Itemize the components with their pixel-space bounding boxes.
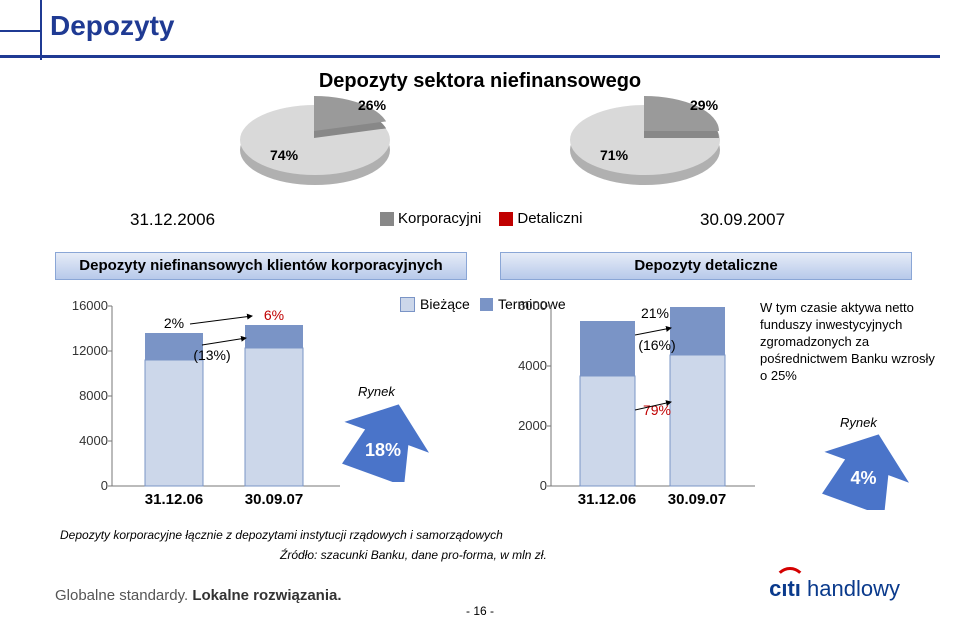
svg-text:21%: 21%	[641, 305, 669, 321]
svg-text:12000: 12000	[72, 343, 108, 358]
svg-text:0: 0	[540, 478, 547, 493]
footer-bold: Lokalne rozwiązania.	[192, 587, 341, 604]
svg-text:(13%): (13%)	[193, 347, 230, 363]
bar-chart-det: 0 2000 4000 6000 21% (16%) 79% 31.12.06 …	[505, 290, 735, 500]
market-arrow-value: 18%	[353, 440, 413, 461]
pie-chart-2006: 26% 74%	[240, 105, 390, 185]
citi-logo: cıtı handlowy	[769, 576, 900, 602]
svg-text:31.12.06: 31.12.06	[578, 491, 636, 508]
legend-swatch-korp	[380, 212, 394, 226]
svg-text:79%: 79%	[643, 402, 671, 418]
legend-swatch-det	[499, 212, 513, 226]
svg-text:16000: 16000	[72, 298, 108, 313]
bar-chart-korp: 0 4000 8000 12000 16000 2% (13%) 6% 31.1…	[60, 290, 350, 500]
legend-label: Detaliczni	[517, 210, 582, 227]
legend-label: Bieżące	[420, 296, 470, 312]
footer-tagline: Globalne standardy. Lokalne rozwiązania.	[55, 587, 342, 604]
logo-handlowy: handlowy	[801, 576, 900, 601]
footer-plain: Globalne standardy.	[55, 587, 192, 604]
svg-text:8000: 8000	[79, 388, 108, 403]
svg-text:6000: 6000	[518, 298, 547, 313]
decor-line	[0, 55, 940, 58]
legend-label: Korporacyjni	[398, 210, 481, 227]
pie-minor-label: 29%	[690, 97, 718, 113]
svg-text:30.09.07: 30.09.07	[668, 491, 726, 508]
pie-major-label: 71%	[600, 147, 628, 163]
footnote-1: Depozyty korporacyjne łącznie z depozyta…	[60, 528, 503, 542]
svg-text:30.09.07: 30.09.07	[245, 491, 303, 508]
decor-line	[0, 30, 40, 32]
svg-text:2000: 2000	[518, 418, 547, 433]
pie-date-left: 31.12.2006	[130, 210, 215, 230]
pie-minor-label: 26%	[358, 97, 386, 113]
rynek-label: Rynek	[840, 415, 877, 430]
svg-text:2%: 2%	[164, 315, 184, 331]
legend-swatch-biezace	[400, 297, 415, 312]
svg-text:31.12.06: 31.12.06	[145, 491, 203, 508]
legend-swatch-terminowe	[480, 298, 493, 311]
pie-date-right: 30.09.2007	[700, 210, 785, 230]
svg-text:0: 0	[101, 478, 108, 493]
section-header-korp: Depozyty niefinansowych klientów korpora…	[55, 252, 467, 280]
pie-legend: Korporacyjni Detaliczni	[380, 210, 582, 227]
page-title: Depozyty	[50, 10, 174, 42]
footnote-2: Źródło: szacunki Banku, dane pro-forma, …	[280, 548, 547, 562]
rynek-label: Rynek	[358, 384, 395, 399]
side-note: W tym czasie aktywa netto funduszy inwes…	[760, 300, 940, 384]
logo-citi: cıtı	[769, 576, 801, 602]
page-number: - 16 -	[466, 604, 494, 618]
decor-line	[40, 0, 42, 60]
market-arrow-value: 4%	[836, 468, 891, 489]
svg-text:4000: 4000	[518, 358, 547, 373]
svg-text:6%: 6%	[264, 307, 284, 323]
pie-major-label: 74%	[270, 147, 298, 163]
svg-text:4000: 4000	[79, 433, 108, 448]
section-header-det: Depozyty detaliczne	[500, 252, 912, 280]
subtitle: Depozyty sektora niefinansowego	[0, 70, 960, 93]
pie-chart-2007: 29% 71%	[570, 105, 720, 185]
svg-text:(16%): (16%)	[638, 337, 675, 353]
bar-legend: Bieżące	[400, 296, 470, 315]
